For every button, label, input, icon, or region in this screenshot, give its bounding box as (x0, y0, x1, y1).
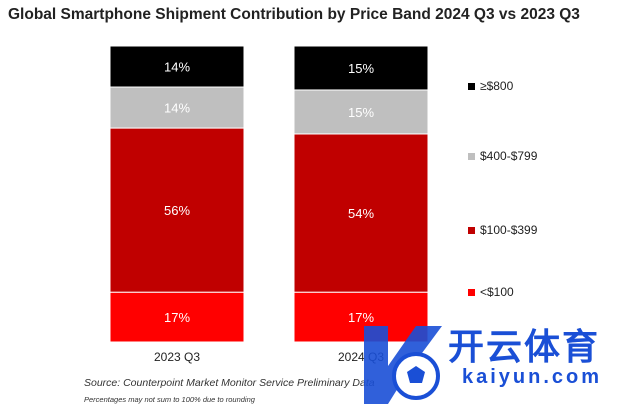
legend-label: <$100 (480, 285, 514, 299)
bar-segment (109, 291, 245, 343)
chart-title: Global Smartphone Shipment Contribution … (8, 6, 580, 23)
data-label: 17% (164, 310, 190, 325)
data-label: 56% (164, 203, 190, 218)
data-label: 14% (164, 60, 190, 75)
legend-swatch (468, 153, 475, 160)
x-tick-label: 2023 Q3 (154, 350, 200, 364)
legend: <$100 $100-$399 $400-$799 ≥$800 (468, 79, 538, 299)
data-label: 54% (348, 206, 374, 221)
data-label: 14% (164, 101, 190, 116)
bars-group (109, 45, 429, 343)
watermark-text-cn: 开云体育 (448, 327, 601, 368)
bar-segment (293, 133, 429, 293)
x-tick-labels-group: 2023 Q3 2024 Q3 (154, 350, 384, 364)
data-label: 15% (348, 61, 374, 76)
legend-swatch (468, 289, 475, 296)
data-label: 15% (348, 105, 374, 120)
soccer-ball-k-icon (364, 326, 442, 404)
data-labels-group: 17% 56% 14% 14% 17% 54% 15% 15% (164, 60, 374, 326)
legend-label: $400-$799 (480, 149, 538, 163)
bar-segment (109, 45, 245, 88)
rounding-footnote: Percentages may not sum to 100% due to r… (84, 395, 255, 404)
source-note: Source: Counterpoint Market Monitor Serv… (84, 377, 375, 389)
legend-swatch (468, 227, 475, 234)
watermark-logo: 开云体育 kaiyun.com (358, 316, 640, 408)
legend-swatch (468, 83, 475, 90)
bar-segment (109, 86, 245, 129)
bar-segment (109, 127, 245, 293)
data-label: 17% (348, 310, 374, 325)
legend-label: $100-$399 (480, 223, 538, 237)
watermark-text-en: kaiyun.com (462, 366, 603, 388)
bar-segment (293, 45, 429, 91)
legend-label: ≥$800 (480, 79, 514, 93)
bar-segment (293, 89, 429, 135)
